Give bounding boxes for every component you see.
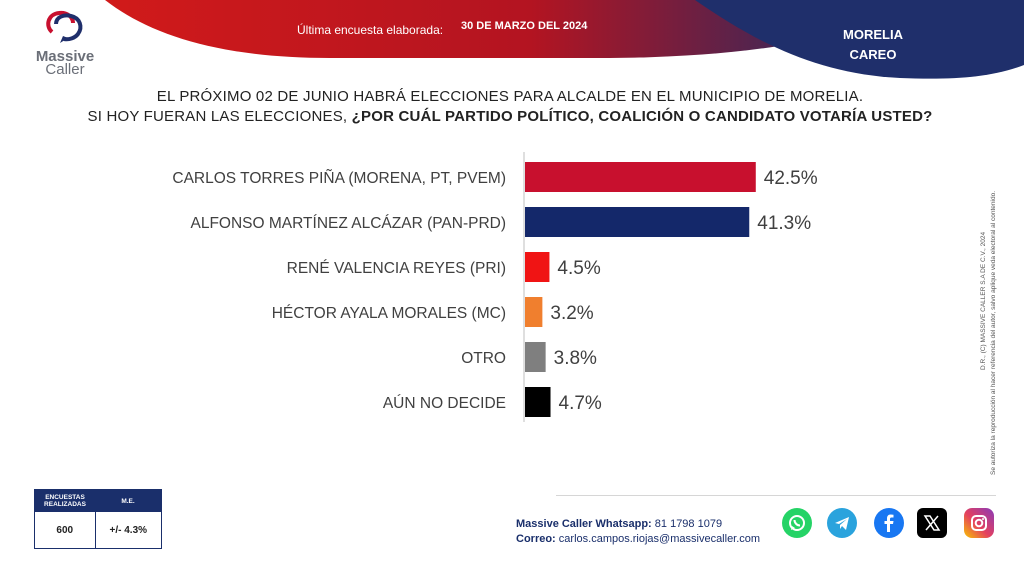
question-line2-plain: SI HOY FUERAN LAS ELECCIONES, <box>87 108 352 125</box>
bar <box>525 342 546 372</box>
bar <box>525 162 756 192</box>
question-line2-bold: ¿POR CUÁL PARTIDO POLÍTICO, COALICIÓN O … <box>351 108 933 125</box>
value-label: 42.5% <box>764 168 818 189</box>
bar <box>525 297 543 327</box>
instagram-icon[interactable] <box>964 508 994 538</box>
contact-info: Massive Caller Whatsapp: 81 1798 1079 Co… <box>516 517 760 547</box>
logo-mark-icon <box>46 10 83 43</box>
region-city: MORELIA <box>843 27 903 42</box>
footer-divider <box>556 495 996 496</box>
survey-question: EL PRÓXIMO 02 DE JUNIO HABRÁ ELECCIONES … <box>40 87 980 127</box>
category-label: CARLOS TORRES PIÑA (MORENA, PT, PVEM) <box>172 170 506 187</box>
copyright-line1: D.R., (C) MASSIVE CALLER S.A DE C.V., 20… <box>980 231 987 370</box>
stats-value-surveys: 600 <box>35 512 96 548</box>
logo-text-massive: Massive <box>35 48 95 65</box>
whatsapp-icon[interactable] <box>782 508 812 538</box>
category-label: AÚN NO DECIDE <box>383 395 506 412</box>
category-label: RENÉ VALENCIA REYES (PRI) <box>287 260 506 277</box>
copyright-line2: Se autoriza la reproducción al hacer ref… <box>990 190 997 475</box>
email-address[interactable]: carlos.campos.riojas@massivecaller.com <box>558 533 761 545</box>
category-label: HÉCTOR AYALA MORALES (MC) <box>272 305 506 322</box>
massive-caller-logo: Massive Caller <box>30 10 100 77</box>
bar <box>525 387 551 417</box>
last-survey-date: 30 DE MARZO DEL 2024 <box>461 20 588 32</box>
email-label: Correo: <box>516 533 556 545</box>
telegram-icon[interactable] <box>827 508 857 538</box>
copyright-note: D.R., (C) MASSIVE CALLER S.A DE C.V., 20… <box>980 110 1000 480</box>
whatsapp-label: Massive Caller Whatsapp: <box>516 518 652 530</box>
value-label: 4.7% <box>559 393 602 414</box>
region-type: CAREO <box>849 47 897 62</box>
region-title: MORELIA CAREO <box>820 25 926 65</box>
value-label: 4.5% <box>557 258 600 279</box>
whatsapp-number[interactable]: 81 1798 1079 <box>654 518 723 530</box>
category-label: OTRO <box>461 350 506 367</box>
stats-header-margin: M.E. <box>121 497 135 505</box>
category-label: ALFONSO MARTÍNEZ ALCÁZAR (PAN-PRD) <box>191 215 507 232</box>
stats-value-margin: +/- 4.3% <box>109 524 148 536</box>
bar <box>525 252 550 282</box>
last-survey-label: Última encuesta elaborada: <box>297 23 444 37</box>
question-line1: EL PRÓXIMO 02 DE JUNIO HABRÁ ELECCIONES … <box>156 88 864 105</box>
stats-header-surveys: ENCUESTAS REALIZADAS <box>44 494 86 508</box>
value-label: 41.3% <box>757 213 811 234</box>
survey-stats-table: ENCUESTAS REALIZADAS M.E. 600 +/- 4.3% <box>34 489 162 549</box>
question-line2: SI HOY FUERAN LAS ELECCIONES, ¿POR CUÁL … <box>40 107 980 127</box>
header-navy-arc <box>695 0 1024 79</box>
facebook-icon[interactable] <box>874 508 904 538</box>
value-label: 3.8% <box>554 348 597 369</box>
value-label: 3.2% <box>550 303 593 324</box>
header-red-arc <box>105 0 880 58</box>
x-icon[interactable] <box>917 508 947 538</box>
logo-text-caller: Caller <box>45 61 85 78</box>
bar <box>525 207 750 237</box>
